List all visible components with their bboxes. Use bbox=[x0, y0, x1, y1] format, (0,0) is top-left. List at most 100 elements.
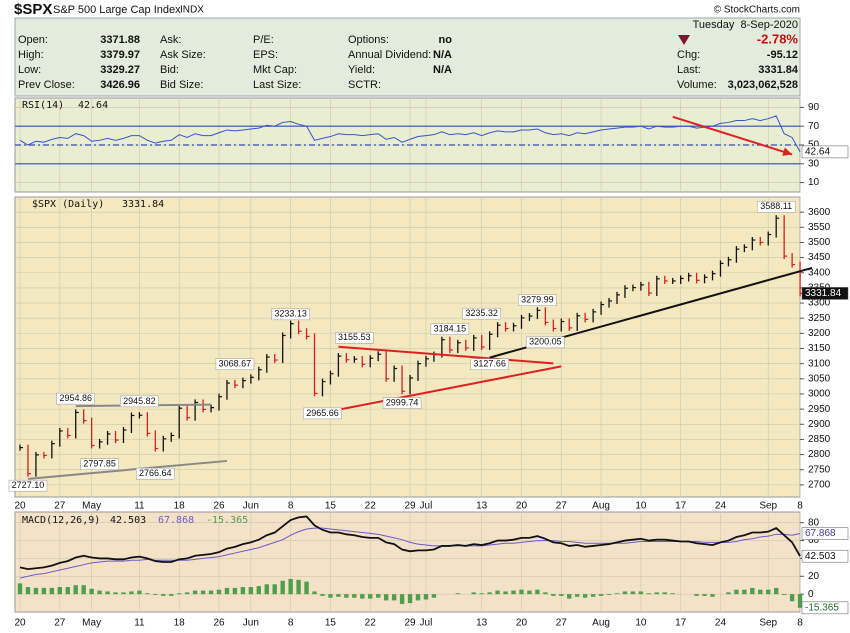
histogram-bar bbox=[352, 594, 357, 598]
trend-line bbox=[330, 365, 562, 413]
panel-legend-value: 42.64 bbox=[78, 100, 108, 111]
price-annotation-box bbox=[120, 395, 159, 408]
y-tick-label: 50 bbox=[808, 140, 820, 151]
histogram-bar bbox=[702, 594, 707, 596]
down-arrow bbox=[678, 35, 690, 45]
histogram-bar bbox=[256, 586, 261, 595]
quote-label: Ask Size: bbox=[160, 49, 206, 61]
y-tick-label: 3100 bbox=[808, 358, 831, 369]
histogram-bar bbox=[551, 594, 556, 596]
quote-label: Yield: bbox=[348, 64, 375, 76]
macd-last-box bbox=[801, 601, 849, 615]
histogram-bar bbox=[344, 594, 349, 598]
quote-label: Chg: bbox=[677, 49, 700, 61]
price-annotation: 3127.66 bbox=[473, 359, 506, 369]
histogram-bar bbox=[654, 592, 659, 595]
y-tick-label: 2900 bbox=[808, 419, 831, 430]
panel-legend-value: 42.503 bbox=[110, 515, 146, 526]
price-annotation: 2766.64 bbox=[139, 468, 172, 478]
histogram-bar bbox=[312, 591, 317, 595]
panel-legend-value: -15.365 bbox=[206, 515, 248, 526]
x-tick-label: 15 bbox=[325, 501, 337, 512]
price-last-text: 3331.84 bbox=[805, 288, 842, 299]
y-tick-label: 3000 bbox=[808, 389, 831, 400]
plot-content: Open: 3371.88 High: 3379.97 Low: 3329.27 Prev … bbox=[8, 34, 849, 629]
x-tick-label: 27 bbox=[54, 501, 66, 512]
histogram-bar bbox=[368, 594, 373, 599]
price-annotation-box bbox=[526, 336, 565, 349]
histogram-bar bbox=[662, 592, 667, 595]
histogram-bar bbox=[65, 587, 70, 595]
x-tick-label: 18 bbox=[174, 501, 186, 512]
price-annotation-box bbox=[303, 407, 342, 420]
y-tick-label: 3550 bbox=[808, 222, 831, 233]
quote-date: Tuesday 8-Sep-2020 bbox=[693, 19, 798, 31]
price-annotation-box bbox=[56, 392, 95, 405]
x-tick-label: 8 bbox=[288, 501, 294, 512]
macd-panel bbox=[14, 511, 801, 613]
histogram-bar bbox=[304, 581, 309, 595]
quote-label: High: bbox=[18, 49, 44, 61]
x-tick-label: 17 bbox=[675, 501, 687, 512]
y-tick-label: 90 bbox=[808, 102, 820, 113]
price-annotation: 3588.11 bbox=[760, 201, 792, 211]
histogram-bar bbox=[73, 585, 78, 595]
x-tick-label: 24 bbox=[715, 501, 727, 512]
price-annotation: 3068.67 bbox=[219, 359, 252, 369]
y-tick-label: 2800 bbox=[808, 449, 831, 460]
quote-label: Low: bbox=[18, 64, 41, 76]
histogram-bar bbox=[153, 594, 158, 596]
panel-legend: RSI(14) bbox=[22, 100, 64, 111]
quote-label: P/E: bbox=[253, 34, 274, 46]
histogram-bar bbox=[423, 594, 429, 600]
price-annotation-box bbox=[518, 294, 557, 306]
histogram-bar bbox=[25, 587, 31, 595]
price-annotation: 2954.86 bbox=[59, 393, 92, 403]
x-tick-label: 27 bbox=[556, 501, 568, 512]
histogram-bar bbox=[41, 587, 47, 595]
symbol: $SPX bbox=[14, 1, 52, 18]
price-annotation-box bbox=[756, 201, 796, 213]
price-annotation-box bbox=[335, 332, 374, 344]
histogram-bar bbox=[630, 591, 636, 595]
trend-line bbox=[27, 459, 228, 480]
quote-label: Volume: bbox=[677, 79, 717, 91]
y-tick-label: 3150 bbox=[808, 343, 831, 354]
x-tick-label: 8 bbox=[797, 618, 803, 629]
histogram-bar bbox=[734, 589, 739, 595]
x-tick-label: 13 bbox=[476, 618, 488, 629]
histogram-bar bbox=[57, 587, 62, 595]
panel-legend: MACD(12,26,9) bbox=[22, 515, 100, 526]
x-tick-label: Jun bbox=[243, 618, 259, 629]
macd-last-text: 42.503 bbox=[805, 551, 836, 562]
histogram-bar bbox=[797, 594, 803, 608]
histogram-bar bbox=[192, 590, 198, 595]
histogram-bar bbox=[431, 594, 437, 598]
price-annotation: 2945.82 bbox=[123, 396, 156, 406]
panel-legend-value: 3331.84 bbox=[122, 199, 164, 210]
histogram-bar bbox=[296, 579, 301, 595]
histogram-bar bbox=[177, 593, 182, 595]
price-annotation-box bbox=[8, 479, 48, 492]
y-tick-label: 2850 bbox=[808, 434, 831, 445]
x-tick-label: 29 bbox=[404, 501, 416, 512]
quote-value: no bbox=[439, 34, 453, 46]
histogram-bar bbox=[288, 578, 293, 595]
histogram-bar bbox=[622, 591, 628, 595]
histogram-bar bbox=[567, 594, 572, 599]
x-tick-label: 22 bbox=[365, 618, 377, 629]
quote-label: Ask: bbox=[160, 34, 181, 46]
quote-value: 3379.97 bbox=[100, 49, 140, 61]
histogram-bar bbox=[264, 584, 269, 595]
trend-line bbox=[338, 345, 554, 365]
histogram-bar bbox=[694, 594, 699, 596]
macd-last-text: 67.868 bbox=[805, 528, 836, 539]
price-annotation-box bbox=[382, 397, 422, 409]
histogram-bar bbox=[750, 587, 755, 595]
quote-value: 3329.27 bbox=[100, 64, 140, 76]
x-tick-label: 10 bbox=[635, 618, 647, 629]
histogram-bar bbox=[710, 594, 715, 597]
x-tick-label: 26 bbox=[213, 618, 225, 629]
x-tick-label: 11 bbox=[134, 618, 145, 629]
rsi-line bbox=[19, 115, 801, 153]
